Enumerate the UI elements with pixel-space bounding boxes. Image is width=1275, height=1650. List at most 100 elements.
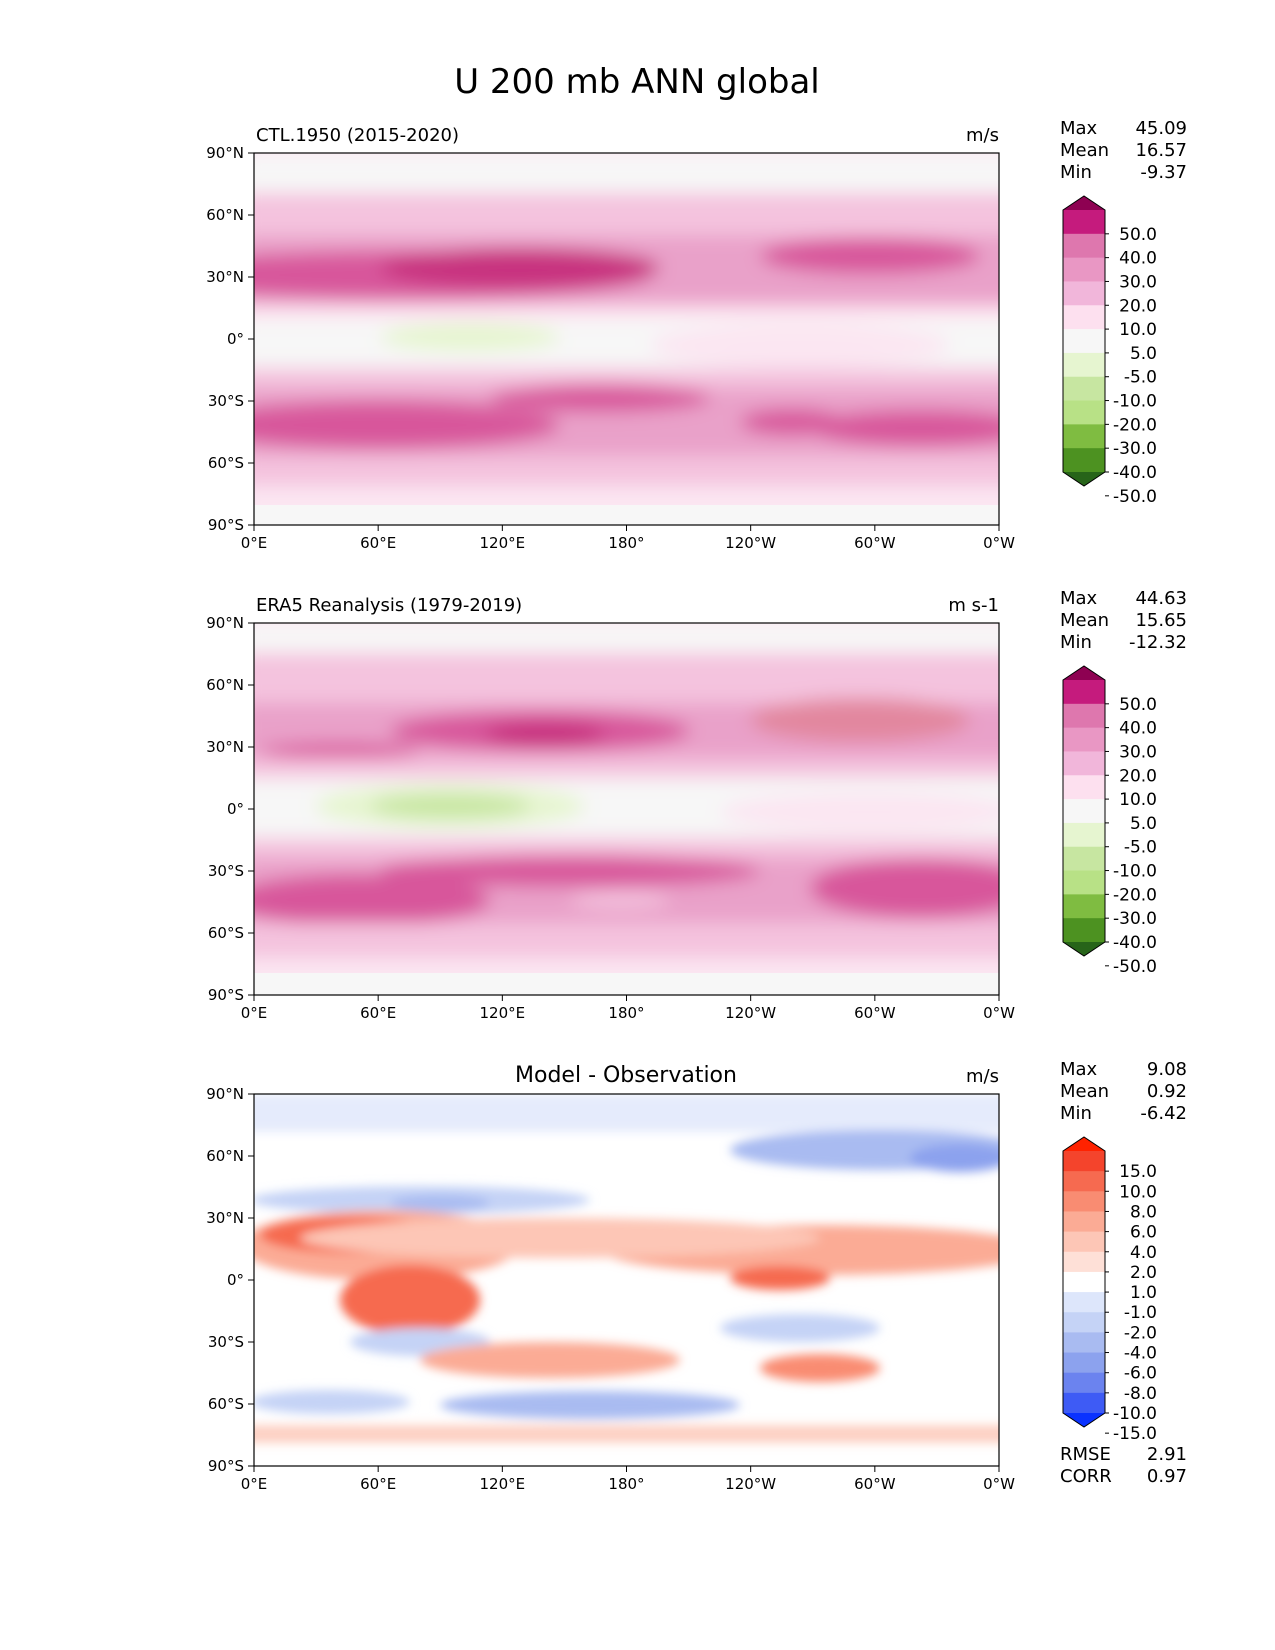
stats-obs: Max 44.63 Mean 15.65 Min -12.32 [1060, 588, 1187, 653]
y-tick-label: 90°S [208, 516, 244, 534]
y-tick-label: 90°N [206, 614, 244, 632]
y-tick-label: 60°N [206, 676, 244, 694]
colorbar-tick-label: 50.0 [1119, 225, 1157, 245]
subplot-title-left: ERA5 Reanalysis (1979-2019) [256, 595, 522, 616]
colorbar-tick-label: -4.0 [1124, 1344, 1157, 1364]
map-field-diff [254, 1094, 999, 1466]
colorbar-tick-label: 30.0 [1119, 742, 1157, 762]
x-tick-label: 0°E [241, 1004, 268, 1022]
colorbar-swatch [1063, 233, 1105, 259]
x-tick-label: 180° [608, 1475, 644, 1493]
y-tick-label: 90°S [208, 986, 244, 1004]
colorbar-swatch [1063, 1312, 1105, 1333]
colorbar-tick-label: -1.0 [1124, 1303, 1157, 1323]
x-tick-label: 120°E [480, 1004, 526, 1022]
x-tick-label: 180° [608, 534, 644, 552]
colorbar-swatch [1063, 775, 1105, 800]
stat-max-label: Max [1060, 1059, 1098, 1080]
colorbar-swatch [1063, 1211, 1105, 1233]
colorbar-tick-label: 10.0 [1119, 790, 1157, 810]
colorbar-swatch [1063, 1191, 1105, 1213]
y-axis: 90°N 60°N 30°N 0° 30°S 60°S 90°S [206, 1085, 254, 1475]
colorbar-tick-label: 10.0 [1119, 320, 1157, 340]
x-tick-label: 0°W [983, 1475, 1015, 1493]
colorbar-swatch [1063, 448, 1105, 473]
map-field-model [254, 153, 999, 525]
stat-max-value: 9.08 [1147, 1059, 1187, 1080]
stat-mean-label: Mean [1060, 1081, 1109, 1102]
y-tick-label: 0° [227, 330, 244, 348]
stat-mean-label: Mean [1060, 140, 1109, 161]
subplot-title-center: Model - Observation [515, 1063, 737, 1088]
x-tick-label: 120°E [480, 534, 526, 552]
colorbar-swatch [1063, 1231, 1105, 1253]
x-tick-label: 60°E [360, 534, 396, 552]
y-tick-label: 60°S [208, 924, 244, 942]
colorbar-tick-label: 20.0 [1119, 296, 1157, 316]
colorbar-swatch [1063, 870, 1105, 895]
colorbar-tick-label: -5.0 [1124, 368, 1157, 388]
colorbar-tick-label: -40.0 [1113, 463, 1157, 483]
colorbar-extend-max [1063, 1137, 1105, 1151]
y-tick-label: 90°N [206, 1085, 244, 1103]
y-tick-label: 30°N [206, 1209, 244, 1227]
colorbar-extend-min [1063, 942, 1105, 956]
colorbar-tick-label: -6.0 [1124, 1364, 1157, 1384]
colorbar-tick-label: 4.0 [1130, 1243, 1157, 1263]
colorbar-tick-label: -40.0 [1113, 933, 1157, 953]
colorbar-tick-label: -8.0 [1124, 1384, 1157, 1404]
colorbar-swatch [1063, 822, 1105, 848]
colorbar-tick-label: 8.0 [1130, 1202, 1157, 1222]
colorbar-tick-label: 40.0 [1119, 719, 1157, 739]
y-tick-label: 30°S [208, 1333, 244, 1351]
x-tick-label: 60°E [360, 1004, 396, 1022]
stat-min-label: Min [1060, 162, 1092, 183]
x-tick-label: 0°E [241, 534, 268, 552]
y-tick-label: 90°S [208, 1457, 244, 1475]
stat-rmse-value: 2.91 [1147, 1444, 1187, 1465]
colorbar-swatch [1063, 1372, 1105, 1394]
x-tick-label: 120°W [725, 1004, 776, 1022]
stat-mean-value: 15.65 [1135, 610, 1187, 631]
colorbar-swatch [1063, 1352, 1105, 1374]
y-tick-label: 60°S [208, 1395, 244, 1413]
colorbar-tick-label: 1.0 [1130, 1283, 1157, 1303]
subplot-title-left: CTL.1950 (2015-2020) [256, 125, 459, 146]
stat-min-value: -9.37 [1140, 162, 1187, 183]
y-tick-label: 60°S [208, 454, 244, 472]
colorbar-swatch [1063, 210, 1105, 235]
colorbar-tick-label: -10.0 [1113, 1404, 1157, 1424]
stat-mean-value: 16.57 [1135, 140, 1187, 161]
map-frame-obs: ERA5 Reanalysis (1979-2019) m s-1 0°E 60°… [206, 595, 1015, 1022]
colorbar-swatch [1063, 751, 1105, 776]
map-field-obs [254, 623, 999, 995]
figure-title: U 200 mb ANN global [454, 62, 820, 102]
y-tick-label: 30°N [206, 738, 244, 756]
stat-corr-label: CORR [1060, 1466, 1112, 1487]
colorbar-extend-max [1063, 196, 1105, 210]
colorbar-swatch [1063, 1292, 1105, 1313]
colorbar-extend-max [1063, 666, 1105, 680]
stat-rmse-label: RMSE [1060, 1444, 1111, 1465]
stat-max-value: 44.63 [1135, 588, 1187, 609]
colorbar-tick-label: -20.0 [1113, 885, 1157, 905]
stat-corr-value: 0.97 [1147, 1466, 1187, 1487]
colorbar-swatch [1063, 1251, 1105, 1273]
colorbar-swatch [1063, 400, 1105, 425]
colorbar-tick-label: -10.0 [1113, 862, 1157, 882]
y-tick-label: 60°N [206, 1147, 244, 1165]
y-axis: 90°N 60°N 30°N 0° 30°S 60°S 90°S [206, 614, 254, 1004]
colorbar-swatch [1063, 1151, 1105, 1172]
colorbar-tick-label: -2.0 [1124, 1323, 1157, 1343]
colorbar-extend-min [1063, 1413, 1105, 1427]
y-tick-label: 30°N [206, 268, 244, 286]
x-tick-label: 120°W [725, 1475, 776, 1493]
y-tick-label: 30°S [208, 862, 244, 880]
y-tick-label: 60°N [206, 206, 244, 224]
colorbar-tick-label: 40.0 [1119, 249, 1157, 269]
panel-model: CTL.1950 (2015-2020) m/s 0°E 60°E 120°E 180… [206, 118, 1187, 552]
stat-max-label: Max [1060, 588, 1098, 609]
x-tick-label: 0°E [241, 1475, 268, 1493]
colorbar-tick-label: 50.0 [1119, 695, 1157, 715]
colorbar-swatch [1063, 703, 1105, 729]
